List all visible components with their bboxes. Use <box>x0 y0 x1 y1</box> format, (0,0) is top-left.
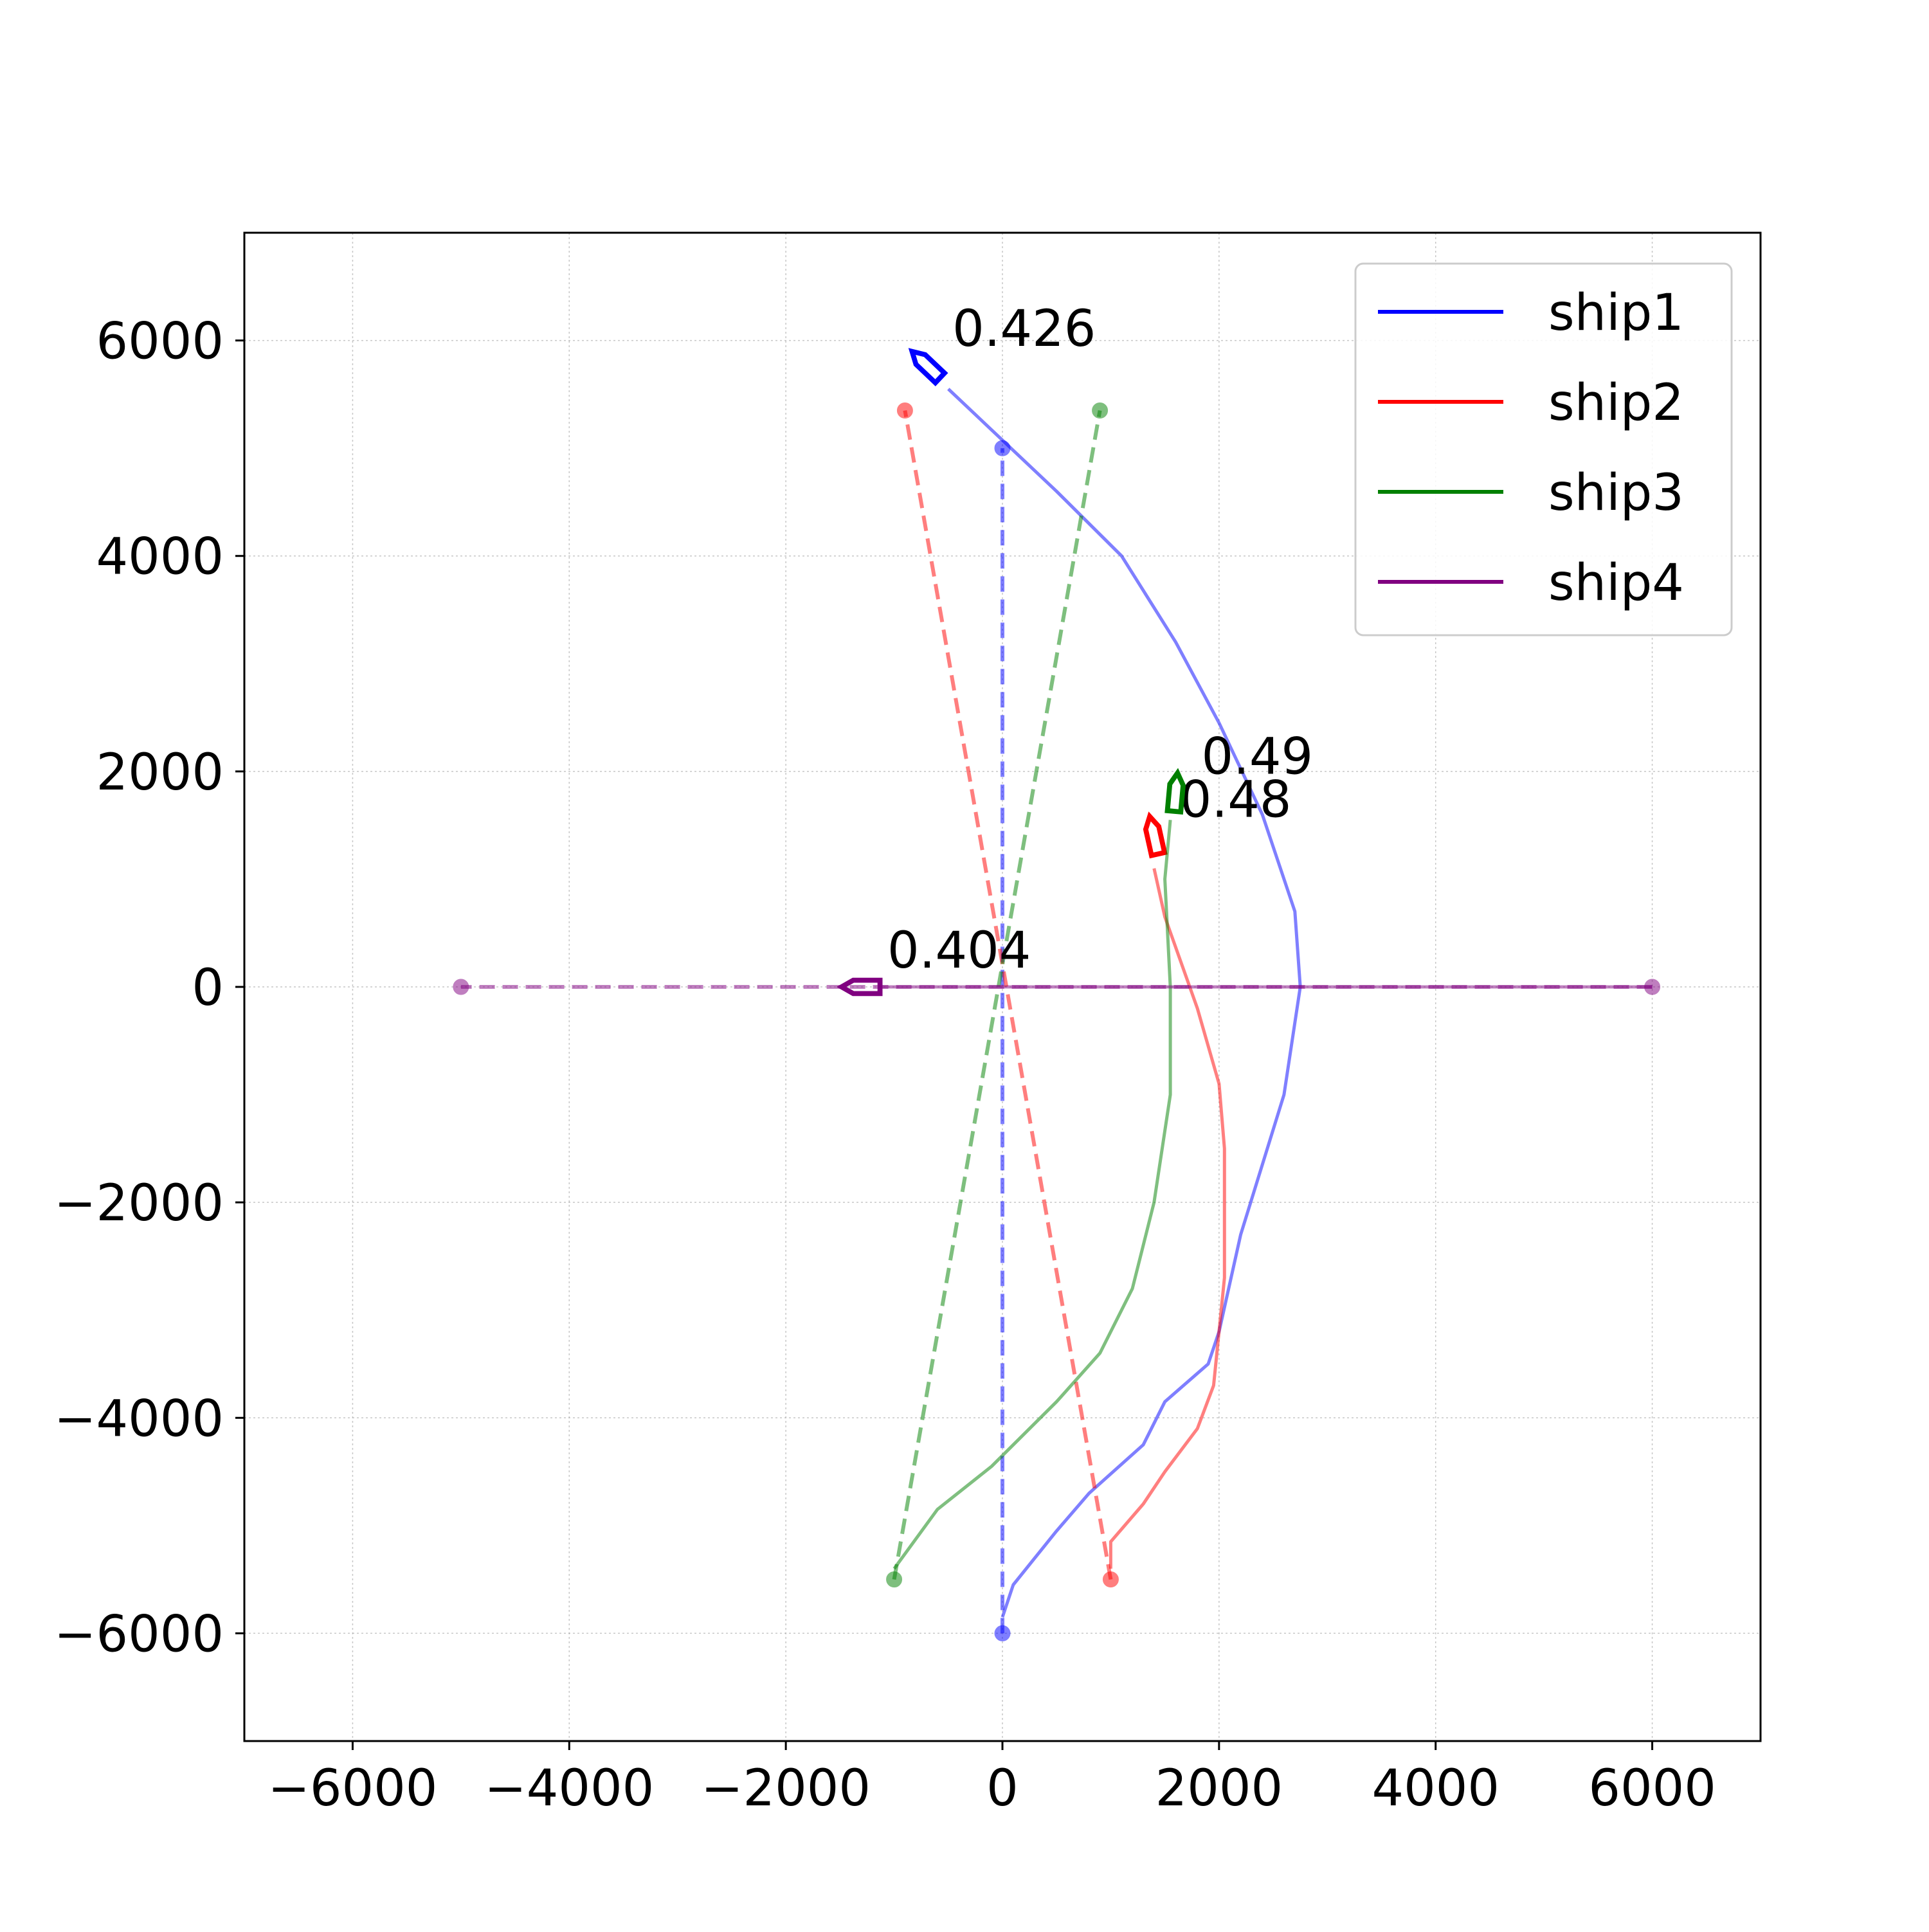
ship1-annotation: 0.426 <box>952 300 1096 358</box>
ship3-heading-marker <box>1164 768 1186 815</box>
ship2-start-marker <box>1102 1571 1119 1588</box>
y-tick-label-5: 4000 <box>96 528 224 586</box>
legend-label-ship4: ship4 <box>1548 554 1684 612</box>
series-ship3: 0.49 <box>886 402 1313 1588</box>
x-tick-label-3: 0 <box>986 1760 1019 1818</box>
ship1-goal-marker <box>994 440 1011 456</box>
ship4-start-marker <box>1644 979 1661 995</box>
x-tick-label-4: 2000 <box>1155 1760 1283 1818</box>
y-tick-label-6: 6000 <box>96 313 224 371</box>
ship2-trajectory <box>1109 868 1226 1569</box>
ship1-trajectory <box>947 388 1302 1618</box>
ship2-goal-marker <box>896 402 913 419</box>
ship3-start-marker <box>886 1571 903 1588</box>
y-tick-label-4: 2000 <box>96 744 224 802</box>
ship4-goal-marker <box>453 979 469 995</box>
ship3-planned-path <box>892 410 1102 1580</box>
legend-box <box>1354 262 1733 636</box>
legend: ship1 ship2 ship3 ship4 <box>1354 262 1733 636</box>
x-tick-label-6: 6000 <box>1588 1760 1716 1818</box>
ship3-trajectory <box>892 820 1172 1570</box>
ship4-annotation: 0.404 <box>887 922 1031 980</box>
y-tick-label-0: −6000 <box>54 1605 224 1663</box>
ship3-goal-marker <box>1092 402 1109 419</box>
plot-area: 0.426 0.480.49 0.404 <box>453 300 1661 1641</box>
ship1-heading-marker <box>908 348 948 386</box>
y-tick-label-1: −4000 <box>54 1390 224 1448</box>
y-tick-label-2: −2000 <box>54 1175 224 1232</box>
legend-label-ship1: ship1 <box>1548 284 1684 342</box>
ticks: −6000 −4000 −2000 0 2000 4000 6000 −6000 −4000 −2… <box>54 313 1716 1818</box>
ship4-heading-marker <box>836 977 883 997</box>
ship2-planned-path <box>903 410 1113 1580</box>
ship1-start-marker <box>994 1625 1011 1641</box>
series-ship1: 0.426 <box>908 300 1302 1641</box>
series-ship2: 0.48 <box>896 402 1292 1588</box>
x-tick-label-1: −4000 <box>484 1760 654 1818</box>
legend-label-ship3: ship3 <box>1548 464 1684 522</box>
x-tick-label-2: −2000 <box>701 1760 871 1818</box>
legend-label-ship2: ship2 <box>1548 374 1684 432</box>
ship3-annotation: 0.49 <box>1201 728 1313 786</box>
y-tick-label-3: 0 <box>192 959 224 1017</box>
x-tick-label-0: −6000 <box>267 1760 437 1818</box>
ship2-annotation: 0.48 <box>1180 771 1292 829</box>
x-tick-label-5: 4000 <box>1372 1760 1499 1818</box>
series-ship4: 0.404 <box>453 922 1661 997</box>
ship2-heading-marker <box>1143 811 1168 859</box>
